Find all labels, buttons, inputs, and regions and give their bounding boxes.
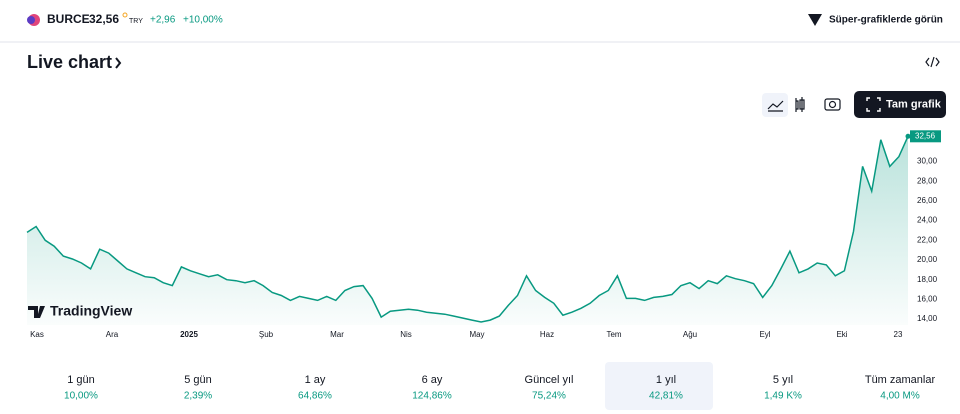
status-dot [122, 12, 128, 18]
super-link[interactable]: Süper-grafiklerde görün [829, 15, 943, 26]
chart: 14,00 16,00 18,00 20,00 22,00 24,00 26,00 28,00… [26, 130, 941, 339]
y-tick-label: 28,00 [917, 176, 938, 185]
area-icon [767, 100, 784, 112]
period-label[interactable]: 1 gün [67, 374, 95, 386]
change-pct: +10,00% [183, 15, 223, 26]
change: +2,96 [150, 15, 176, 26]
x-tick-label: Ara [106, 330, 119, 339]
y-tick-label: 18,00 [917, 275, 938, 284]
period-label[interactable]: 5 yıl [773, 374, 793, 386]
x-tick-label: Nis [400, 330, 412, 339]
x-tick-label: Eyl [759, 330, 770, 339]
x-tick-label: Kas [30, 330, 44, 339]
x-tick-label: 23 [894, 330, 903, 339]
x-tick-label: Haz [540, 330, 554, 339]
snapshot-button[interactable] [824, 98, 841, 111]
price: 32,56 [89, 12, 119, 26]
y-tick-label: 30,00 [917, 157, 938, 166]
x-tick-label: Tem [606, 330, 621, 339]
period-value: 75,24% [532, 391, 566, 402]
full-icon [866, 97, 881, 112]
y-tick-label: 22,00 [917, 235, 938, 244]
periods: 1 gün 10,00% 5 gün 2,39% 1 ay 64,86% 6 ay 124,8… [64, 362, 935, 410]
y-tick-label: 24,00 [917, 216, 938, 225]
y-tick-label: 14,00 [917, 314, 938, 323]
y-tick-label: 20,00 [917, 255, 938, 264]
period-label[interactable]: 6 ay [422, 374, 443, 386]
symbol: BURCE [47, 12, 90, 26]
full-chart-label: Tam grafik [886, 98, 942, 110]
super-icon [808, 14, 822, 26]
snapshot-lens [828, 100, 837, 109]
x-tick-label: May [469, 330, 484, 339]
period-value: 10,00% [64, 391, 98, 402]
x-tick-label: 2025 [180, 330, 198, 339]
period-selected [605, 362, 713, 410]
y-tick-label: 26,00 [917, 196, 938, 205]
period-value: 4,00 M% [880, 391, 920, 402]
price-tag-label: 32,56 [915, 131, 936, 140]
area-fill [27, 136, 908, 325]
title-arrow [115, 57, 122, 69]
x-tick-label: Eki [836, 330, 847, 339]
period-label[interactable]: 1 yıl [656, 374, 676, 386]
period-value: 64,86% [298, 391, 332, 402]
period-label[interactable]: Güncel yıl [525, 374, 574, 386]
x-tick-label: Mar [330, 330, 344, 339]
logo-icon [27, 14, 40, 26]
embed-icon[interactable] [925, 56, 940, 68]
period-value: 2,39% [184, 391, 212, 402]
candle-button[interactable] [795, 97, 805, 112]
price-tag [910, 130, 941, 143]
period-label[interactable]: Tüm zamanlar [865, 374, 936, 386]
x-tick-label: Ağu [683, 330, 697, 339]
tv-icon [28, 306, 45, 318]
x-tick-label: Şub [259, 330, 274, 339]
period-label[interactable]: 1 ay [305, 374, 326, 386]
tv-logo: TradingView [50, 303, 132, 319]
period-label[interactable]: 5 gün [184, 374, 212, 386]
period-value: 42,81% [649, 391, 683, 402]
title[interactable]: Live chart [27, 52, 112, 72]
last-point [905, 133, 911, 139]
period-value: 1,49 K% [764, 391, 802, 402]
price-line [26, 135, 909, 323]
y-tick-label: 16,00 [917, 295, 938, 304]
currency: TRY [129, 18, 143, 25]
period-value: 124,86% [412, 391, 452, 402]
